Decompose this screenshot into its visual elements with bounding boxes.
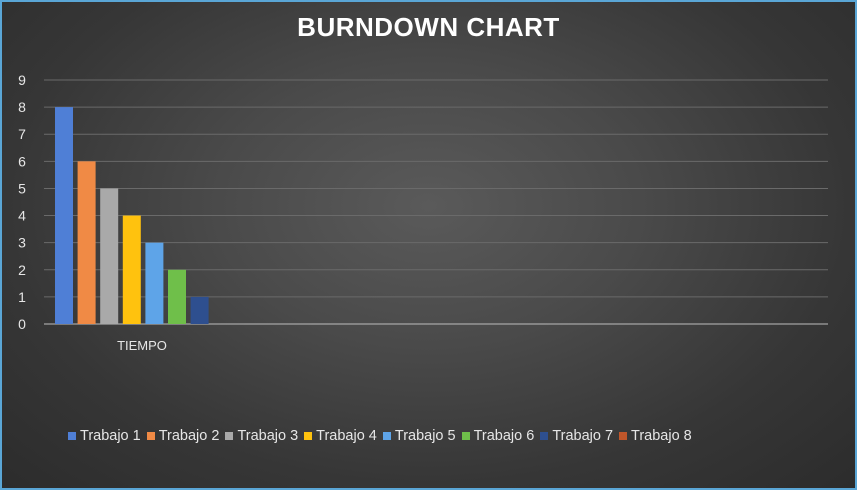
legend: Trabajo 1 Trabajo 2 Trabajo 3 Trabajo 4 Trab… [68,428,698,444]
bar-trabajo-1 [55,107,73,324]
legend-item: Trabajo 2 [146,428,220,444]
chart-title: BURNDOWN CHART [297,12,560,42]
legend-label: Trabajo 1 [80,428,141,444]
y-tick-label: 9 [18,72,26,88]
legend-swatch [146,432,155,440]
y-tick-label: 8 [18,99,26,115]
y-tick-label: 7 [18,126,26,142]
y-tick-label: 2 [18,262,26,278]
legend-label: Trabajo 6 [473,428,535,444]
legend-swatch [304,432,313,440]
legend-item: Trabajo 7 [540,428,613,444]
bar-trabajo-5 [145,242,164,324]
legend-swatch [619,432,628,440]
y-tick-label: 5 [18,180,26,196]
legend-swatch [68,432,76,440]
legend-label: Trabajo 5 [394,428,456,444]
legend-swatch [382,432,391,440]
bar-trabajo-2 [77,161,96,324]
legend-swatch [225,432,234,440]
y-tick-label: 3 [18,235,26,251]
bar-trabajo-7 [190,296,209,324]
legend-swatch [540,432,549,440]
y-tick-label: 0 [18,316,26,332]
legend-label: Trabajo 3 [237,428,299,444]
y-tick-label: 4 [18,208,26,224]
legend-item: Trabajo 4 [304,428,377,444]
bar-trabajo-6 [168,269,186,324]
y-tick-label: 1 [18,289,26,305]
legend-item: Trabajo 5 [382,428,456,444]
bar-trabajo-3 [100,188,119,324]
legend-label: Trabajo 4 [316,428,377,444]
y-tick-label: 6 [18,153,26,169]
legend-item: Trabajo 3 [225,428,298,444]
legend-item: Trabajo 6 [461,428,535,444]
legend-item: Trabajo 1 [68,428,141,444]
legend-swatch [461,432,470,440]
x-category-label: TIEMPO [117,338,167,353]
legend-label: Trabajo 7 [552,428,614,444]
bar-trabajo-4 [122,215,141,324]
legend-label: Trabajo 2 [158,428,220,444]
legend-label: Trabajo 8 [631,428,692,444]
legend-item: Trabajo 8 [619,428,692,444]
